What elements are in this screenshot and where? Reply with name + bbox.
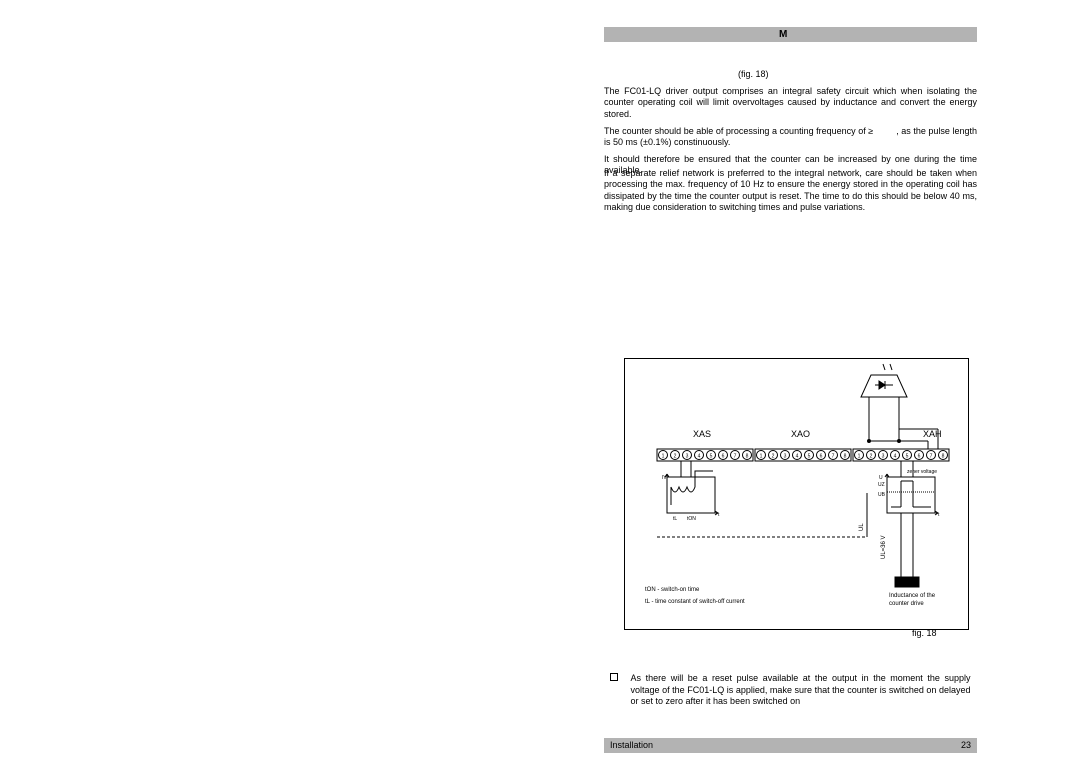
svg-text:4: 4 xyxy=(796,454,799,460)
svg-text:1: 1 xyxy=(662,454,665,460)
svg-text:4: 4 xyxy=(698,454,701,460)
legend-ind2: counter drive xyxy=(889,601,924,607)
label-iv: IV xyxy=(662,475,667,481)
label-ul36: UL=36 V xyxy=(881,535,887,559)
footer-bar: Installation 23 xyxy=(604,738,977,753)
svg-text:1: 1 xyxy=(858,454,861,460)
label-u: U xyxy=(879,475,883,481)
footer-right: 23 xyxy=(961,738,971,753)
fig-caption: fig. 18 xyxy=(912,628,937,638)
svg-text:7: 7 xyxy=(930,454,933,460)
figure-18: XAS XAO XAH 1 2 3 4 5 6 7 8 1 2 3 4 5 6 7 8 1 2 3 4 5 6 7 8 I… xyxy=(624,358,969,630)
terminal-block-xas: 1 2 3 4 5 6 7 8 xyxy=(657,449,753,461)
svg-text:8: 8 xyxy=(746,454,749,460)
svg-text:2: 2 xyxy=(870,454,873,460)
svg-text:6: 6 xyxy=(820,454,823,460)
svg-text:6: 6 xyxy=(918,454,921,460)
paragraph-2: The counter should be able of processing… xyxy=(604,126,977,149)
footer-left: Installation xyxy=(610,738,653,753)
label-t2: t xyxy=(938,512,940,518)
header-letter: M xyxy=(779,29,787,40)
svg-text:3: 3 xyxy=(882,454,885,460)
svg-text:5: 5 xyxy=(906,454,909,460)
label-xas: XAS xyxy=(693,429,711,439)
label-uz: UZ xyxy=(878,482,885,488)
paragraph-4: If a separate relief network is preferre… xyxy=(604,168,977,213)
label-xao: XAO xyxy=(791,429,810,439)
label-ub: UB xyxy=(878,492,886,498)
note-text: As there will be a reset pulse available… xyxy=(631,673,971,708)
label-ton: tON xyxy=(687,516,696,522)
bullet-square-icon xyxy=(610,673,618,681)
svg-text:5: 5 xyxy=(710,454,713,460)
svg-text:3: 3 xyxy=(686,454,689,460)
svg-text:7: 7 xyxy=(734,454,737,460)
label-ul: UL xyxy=(859,523,865,531)
svg-text:8: 8 xyxy=(942,454,945,460)
svg-text:6: 6 xyxy=(722,454,725,460)
svg-text:7: 7 xyxy=(832,454,835,460)
label-xah: XAH xyxy=(923,429,942,439)
svg-text:2: 2 xyxy=(674,454,677,460)
label-t1: t xyxy=(718,512,720,518)
note-block: As there will be a reset pulse available… xyxy=(610,673,980,708)
terminal-block-xah: 1 2 3 4 5 6 7 8 xyxy=(853,449,949,461)
svg-text:5: 5 xyxy=(808,454,811,460)
svg-text:3: 3 xyxy=(784,454,787,460)
header-bar: M xyxy=(604,27,977,42)
svg-text:1: 1 xyxy=(760,454,763,460)
label-tl: tL xyxy=(673,516,677,522)
fig-ref-top: (fig. 18) xyxy=(738,69,769,79)
svg-text:2: 2 xyxy=(772,454,775,460)
terminal-block-xao: 1 2 3 4 5 6 7 8 xyxy=(755,449,851,461)
svg-text:8: 8 xyxy=(844,454,847,460)
label-zener: zener voltage xyxy=(907,469,937,475)
legend-ind1: Inductance of the xyxy=(889,593,936,599)
paragraph-1: The FC01-LQ driver output comprises an i… xyxy=(604,86,977,120)
legend-tl: tL - time constant of switch-off current xyxy=(645,599,745,605)
legend-ton: tON - switch-on time xyxy=(645,587,700,593)
svg-text:4: 4 xyxy=(894,454,897,460)
